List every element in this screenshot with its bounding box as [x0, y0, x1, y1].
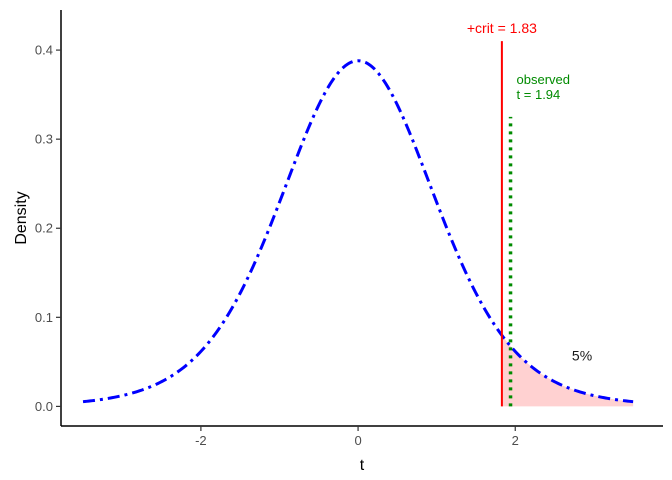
y-tick-label: 0.3 [35, 132, 53, 147]
observed-label-line1: observed [517, 72, 570, 87]
x-axis-title: t [360, 457, 365, 474]
axes: -2 0 2 0.0 0.1 0.2 0.3 0.4 [35, 10, 663, 448]
y-tick-label: 0.4 [35, 43, 53, 58]
tail-area-label: 5% [572, 348, 592, 364]
tail-area-shade [501, 335, 634, 407]
x-tick-label: 0 [354, 433, 361, 448]
x-tick-label: -2 [195, 433, 207, 448]
y-tick-label: 0.2 [35, 221, 53, 236]
critical-value-label: +crit = 1.83 [467, 20, 537, 36]
density-curve [82, 59, 634, 404]
observed-label-line2: t = 1.94 [517, 87, 561, 102]
x-tick-label: 2 [512, 433, 519, 448]
y-tick-label: 0.1 [35, 310, 53, 325]
y-tick-label: 0.0 [35, 399, 53, 414]
y-axis-title: Density [13, 191, 30, 244]
